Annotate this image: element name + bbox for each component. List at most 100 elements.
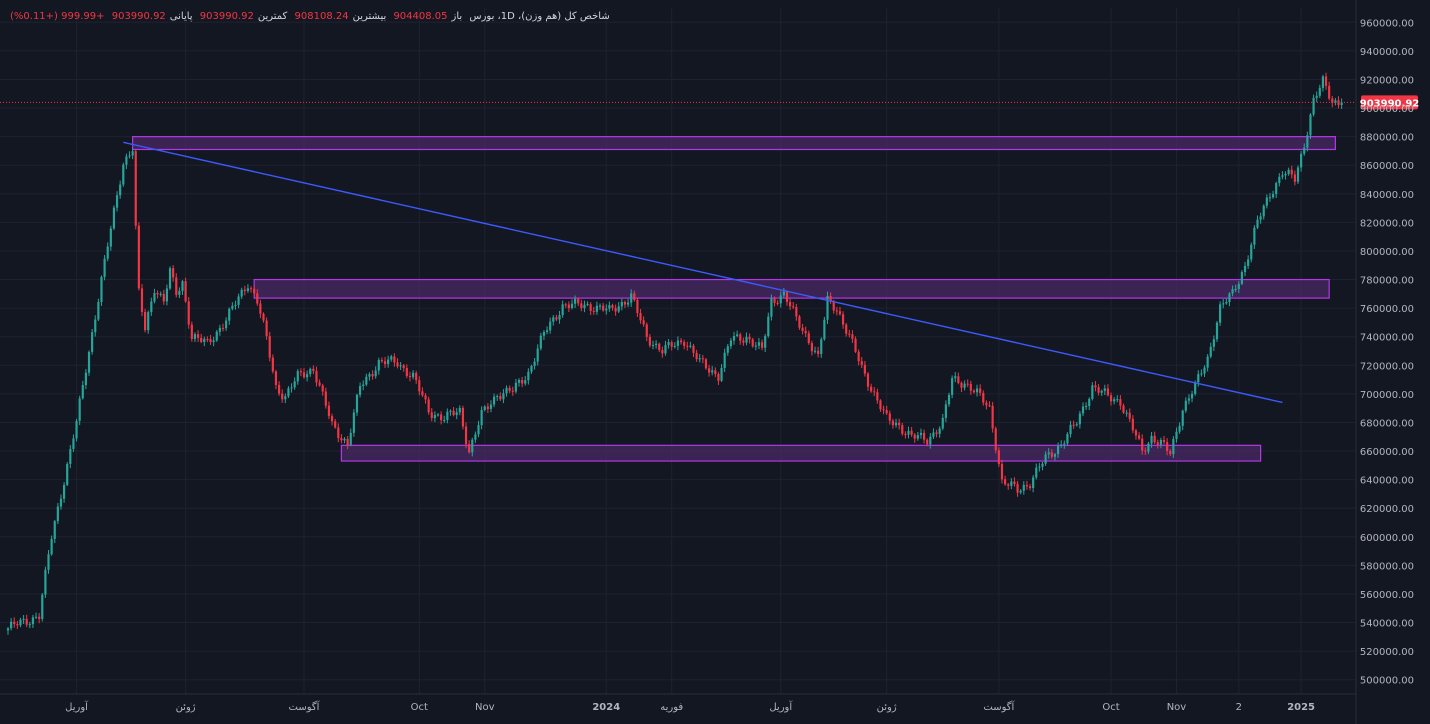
candle-body	[231, 305, 234, 309]
candle-body	[81, 385, 84, 399]
candle-body	[1044, 454, 1047, 464]
candle-body	[605, 308, 608, 311]
candle-body	[390, 356, 393, 360]
time-tick-label: Oct	[1102, 702, 1119, 713]
support-zone[interactable]	[340, 444, 1262, 462]
candle-body	[807, 333, 810, 344]
candle-body	[72, 438, 75, 449]
candle-body	[916, 435, 919, 439]
candle-body	[779, 295, 782, 304]
candle-body	[988, 405, 991, 407]
candle-body	[156, 292, 159, 295]
candle-body	[508, 387, 511, 391]
candle-body	[418, 380, 421, 392]
candle-body	[935, 432, 938, 434]
candle-body	[1231, 289, 1234, 294]
candle-body	[393, 356, 396, 363]
time-tick-label: آوریل	[65, 700, 89, 713]
candle-body	[963, 383, 966, 388]
candle-body	[1247, 259, 1250, 266]
candle-body	[281, 393, 284, 400]
candle-body	[1287, 169, 1290, 174]
candle-body	[1019, 490, 1022, 493]
candle-body	[19, 619, 22, 626]
candle-body	[330, 416, 334, 422]
candle-body	[966, 383, 969, 385]
candle-body	[47, 554, 50, 570]
candle-body	[1028, 486, 1032, 488]
candle-body	[1172, 439, 1175, 455]
candle-body	[664, 345, 667, 354]
candle-body	[402, 365, 405, 369]
candle-body	[922, 432, 926, 440]
candle-body	[489, 404, 493, 409]
candle-body	[1075, 424, 1078, 426]
candle-body	[1256, 219, 1259, 228]
candle-body	[742, 340, 745, 343]
candle-body	[246, 288, 250, 292]
candle-body	[16, 624, 19, 626]
resistance-zone-top[interactable]	[132, 136, 1336, 151]
price-tick-label: 920000.00	[1360, 75, 1414, 86]
resistance-zone-mid[interactable]	[253, 278, 1330, 299]
candle-body	[477, 425, 480, 435]
candle-body	[823, 319, 826, 340]
time-axis[interactable]: آوریل ژوئن آگوست Oct Nov 2024 فوریه آوریل ژوئن آگ…	[0, 693, 1356, 713]
candle-body	[1340, 102, 1343, 106]
candle-body	[736, 334, 739, 336]
legend-high-label: بیشترین	[352, 11, 387, 22]
candle-body	[178, 290, 181, 295]
candle-body	[306, 374, 309, 378]
candle-body	[343, 438, 346, 441]
candle-body	[405, 368, 408, 377]
candle-body	[125, 156, 128, 165]
candle-body	[648, 336, 651, 346]
price-axis[interactable]: 960000.00 940000.00 920000.00 900000.00 8800…	[1355, 0, 1414, 724]
trendline-group[interactable]	[123, 141, 1283, 404]
candle-body	[598, 305, 602, 307]
candle-body	[362, 384, 365, 387]
candle-body	[533, 361, 536, 366]
candle-body	[399, 365, 402, 367]
candle-body	[312, 368, 315, 371]
candle-body	[187, 301, 190, 325]
candle-body	[954, 376, 957, 379]
candle-body	[851, 334, 854, 339]
zones	[132, 136, 1336, 462]
candle-body	[147, 312, 150, 331]
candle-body	[686, 345, 689, 347]
candle-body	[1271, 194, 1275, 198]
candle-body	[826, 295, 829, 320]
candle-body	[352, 412, 355, 433]
candle-body	[577, 298, 580, 304]
candle-body	[28, 624, 31, 626]
candle-body	[997, 450, 1000, 465]
candle-body	[119, 184, 122, 196]
candle-body	[271, 357, 274, 372]
candle-body	[1141, 438, 1144, 451]
candle-body	[408, 376, 412, 378]
candle-body	[991, 405, 994, 429]
candle-body	[1022, 485, 1025, 491]
candle-body	[184, 281, 187, 302]
candle-body	[695, 352, 698, 360]
candle-body	[1056, 446, 1060, 455]
candle-body	[907, 430, 910, 435]
candle-body	[433, 415, 436, 419]
candle-body	[287, 388, 290, 397]
candle-body	[1153, 435, 1156, 443]
candle-body	[714, 370, 717, 375]
price-tick-label: 960000.00	[1360, 18, 1414, 29]
candle-body	[34, 616, 38, 618]
candle-body	[804, 330, 807, 334]
candle-body	[1047, 452, 1050, 455]
candle-body	[440, 414, 443, 421]
candle-body	[944, 404, 947, 418]
candle-body	[701, 358, 704, 360]
candle-body	[449, 410, 452, 412]
trendline[interactable]	[123, 141, 1283, 404]
candle-body	[430, 412, 433, 419]
candle-body	[458, 407, 461, 413]
